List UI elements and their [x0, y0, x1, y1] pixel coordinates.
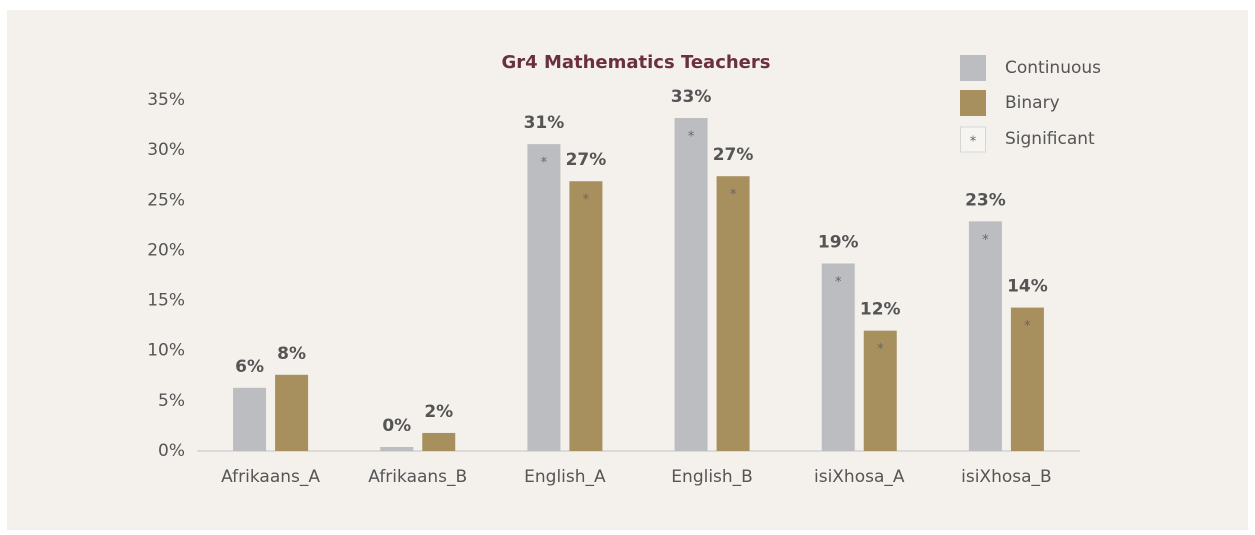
significance-marker: *	[583, 193, 590, 208]
x-tick-label: Afrikaans_A	[221, 467, 320, 487]
value-label: 33%	[671, 87, 712, 107]
legend-swatch	[960, 90, 986, 116]
x-tick-label: isiXhosa_A	[814, 467, 905, 487]
value-label: 8%	[277, 344, 306, 364]
significance-marker: *	[877, 342, 884, 357]
chart-background	[7, 10, 1248, 530]
bar	[380, 446, 414, 451]
x-tick-label: Afrikaans_B	[368, 467, 467, 487]
significance-marker: *	[541, 156, 548, 171]
chart-title: Gr4 Mathematics Teachers	[502, 52, 771, 73]
significance-marker: *	[982, 233, 989, 248]
value-label: 0%	[382, 416, 411, 436]
bar	[863, 330, 897, 451]
x-tick-label: English_B	[671, 467, 753, 487]
x-tick-label: isiXhosa_B	[961, 467, 1052, 487]
y-tick-label: 15%	[147, 291, 185, 311]
significance-marker: *	[835, 275, 842, 290]
y-tick-label: 0%	[158, 441, 185, 461]
y-tick-label: 10%	[147, 341, 185, 361]
value-label: 19%	[818, 232, 859, 252]
y-tick-label: 20%	[147, 240, 185, 260]
bar	[527, 144, 561, 451]
value-label: 23%	[965, 190, 1006, 210]
bar	[422, 432, 456, 451]
legend-swatch	[960, 126, 986, 153]
significance-marker: *	[1024, 319, 1031, 334]
x-tick-label: English_A	[524, 467, 606, 487]
legend-label: Continuous	[1005, 58, 1101, 78]
y-tick-label: 25%	[147, 190, 185, 210]
legend-label: Significant	[1005, 129, 1095, 149]
bar	[233, 387, 267, 451]
value-label: 27%	[713, 145, 754, 165]
bar	[1010, 307, 1044, 451]
legend-label: Binary	[1005, 93, 1060, 113]
bar	[821, 263, 855, 451]
bar	[674, 118, 708, 452]
value-label: 6%	[235, 357, 264, 377]
bar	[569, 181, 603, 451]
bar	[716, 176, 750, 451]
bar	[275, 374, 309, 451]
y-tick-label: 35%	[147, 90, 185, 110]
y-tick-label: 30%	[147, 140, 185, 160]
legend-swatch	[960, 55, 986, 81]
value-label: 31%	[524, 113, 565, 133]
bar	[968, 221, 1002, 451]
value-label: 14%	[1007, 277, 1048, 297]
significance-marker: *	[730, 188, 737, 203]
value-label: 27%	[566, 150, 607, 170]
y-tick-label: 5%	[158, 391, 185, 411]
legend-marker: *	[970, 135, 977, 150]
significance-marker: *	[688, 130, 695, 145]
value-label: 12%	[860, 300, 901, 320]
value-label: 2%	[424, 402, 453, 422]
